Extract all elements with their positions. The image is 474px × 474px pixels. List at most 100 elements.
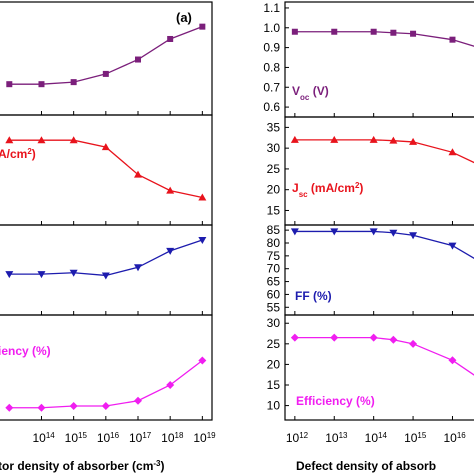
data-point <box>5 136 14 144</box>
panel-a: 1014 1015 1016 1017 1018 1019 A/cm2) iency (%) (… <box>0 1 216 474</box>
data-point <box>37 271 46 279</box>
y-tick-label: 20 <box>267 357 281 371</box>
data-point <box>70 79 77 86</box>
x-axis-label: tor density of absorber (cm-3) <box>0 459 165 474</box>
x-tick-label: 1016 <box>443 431 466 446</box>
data-point <box>448 242 457 250</box>
y-tick-label: 25 <box>267 162 281 176</box>
y-tick-label: 0.6 <box>263 100 280 114</box>
data-point <box>409 339 418 348</box>
data-point <box>198 356 207 365</box>
data-point <box>290 333 299 342</box>
y-tick-label: 35 <box>267 120 281 134</box>
y-tick-label: 10 <box>267 399 281 413</box>
series-line <box>294 139 474 164</box>
panel-frame <box>284 116 474 226</box>
x-tick-label: 1014 <box>32 431 55 446</box>
data-point <box>448 356 457 365</box>
x-tick-label: 1017 <box>129 431 152 446</box>
y-tick-label: 70 <box>267 262 281 276</box>
series-label: Jsc (mA/cm2) <box>292 181 363 199</box>
x-tick-label: 1014 <box>365 431 388 446</box>
y-tick-label: 65 <box>267 275 281 289</box>
x-tick-label: 1018 <box>161 431 184 446</box>
data-point <box>166 247 175 255</box>
data-point <box>198 193 207 201</box>
x-tick-label: 1019 <box>193 431 216 446</box>
data-point <box>370 28 377 35</box>
series-label: A/cm2) <box>0 147 36 162</box>
panel-b: 1012 1013 1014 1015 10160.60.70.80.91.01.1Vo… <box>263 1 474 473</box>
panel-frame <box>284 314 474 421</box>
data-point <box>101 143 110 151</box>
data-point <box>6 81 13 88</box>
panel-frame <box>0 224 213 316</box>
y-tick-label: 0.9 <box>263 41 280 55</box>
data-point <box>369 333 378 342</box>
data-point <box>166 381 175 389</box>
x-tick-label: 1013 <box>325 431 348 446</box>
panel-tag: (a) <box>176 10 192 25</box>
data-point <box>389 229 398 237</box>
data-point <box>167 35 174 42</box>
series-label: Efficiency (%) <box>296 394 375 408</box>
data-point <box>331 28 338 35</box>
x-tick-label: 1015 <box>65 431 88 446</box>
y-tick-label: 15 <box>267 378 281 392</box>
y-tick-label: 55 <box>267 300 281 314</box>
data-point <box>134 396 142 405</box>
data-point <box>69 269 78 277</box>
y-tick-label: 60 <box>267 287 281 301</box>
series-line <box>294 31 474 47</box>
data-point <box>449 36 456 43</box>
y-tick-label: 25 <box>267 337 281 351</box>
data-point <box>5 403 14 412</box>
data-point <box>38 81 45 88</box>
series-line <box>9 239 203 277</box>
series-label: FF (%) <box>295 289 332 303</box>
x-tick-label: 1012 <box>286 431 309 446</box>
data-point <box>37 403 46 412</box>
data-point <box>389 136 398 144</box>
data-point <box>291 28 298 35</box>
data-point <box>290 228 299 236</box>
data-point <box>199 23 206 30</box>
data-point <box>290 135 299 143</box>
data-point <box>409 232 418 240</box>
data-point <box>330 228 339 236</box>
data-point <box>389 335 398 344</box>
data-point <box>409 137 418 145</box>
series-line <box>294 230 474 259</box>
data-point <box>101 402 110 410</box>
y-tick-label: 0.7 <box>263 80 280 94</box>
y-tick-label: 0.8 <box>263 60 280 74</box>
y-tick-label: 1.0 <box>263 21 280 35</box>
data-point <box>69 402 78 410</box>
y-tick-label: 30 <box>267 141 281 155</box>
data-point <box>69 136 78 144</box>
panel-frame <box>284 1 474 118</box>
x-tick-label: 1015 <box>404 431 427 446</box>
y-tick-label: 20 <box>267 183 281 197</box>
data-point <box>330 135 339 143</box>
series-label: iency (%) <box>0 344 51 358</box>
series-line <box>294 336 474 376</box>
data-point <box>330 333 339 342</box>
data-point <box>198 237 207 244</box>
data-point <box>37 136 46 144</box>
y-tick-label: 30 <box>267 316 281 330</box>
y-tick-label: 1.1 <box>263 1 280 15</box>
x-axis-label: Defect density of absorb <box>296 459 436 473</box>
y-tick-label: 15 <box>267 203 281 217</box>
data-point <box>101 272 110 280</box>
data-point <box>369 228 378 236</box>
data-point <box>5 271 14 279</box>
data-point <box>448 148 457 156</box>
data-point <box>166 186 175 194</box>
data-point <box>369 135 378 143</box>
data-point <box>135 56 141 63</box>
y-tick-label: 75 <box>267 249 281 263</box>
data-point <box>134 264 142 272</box>
data-point <box>410 30 417 37</box>
